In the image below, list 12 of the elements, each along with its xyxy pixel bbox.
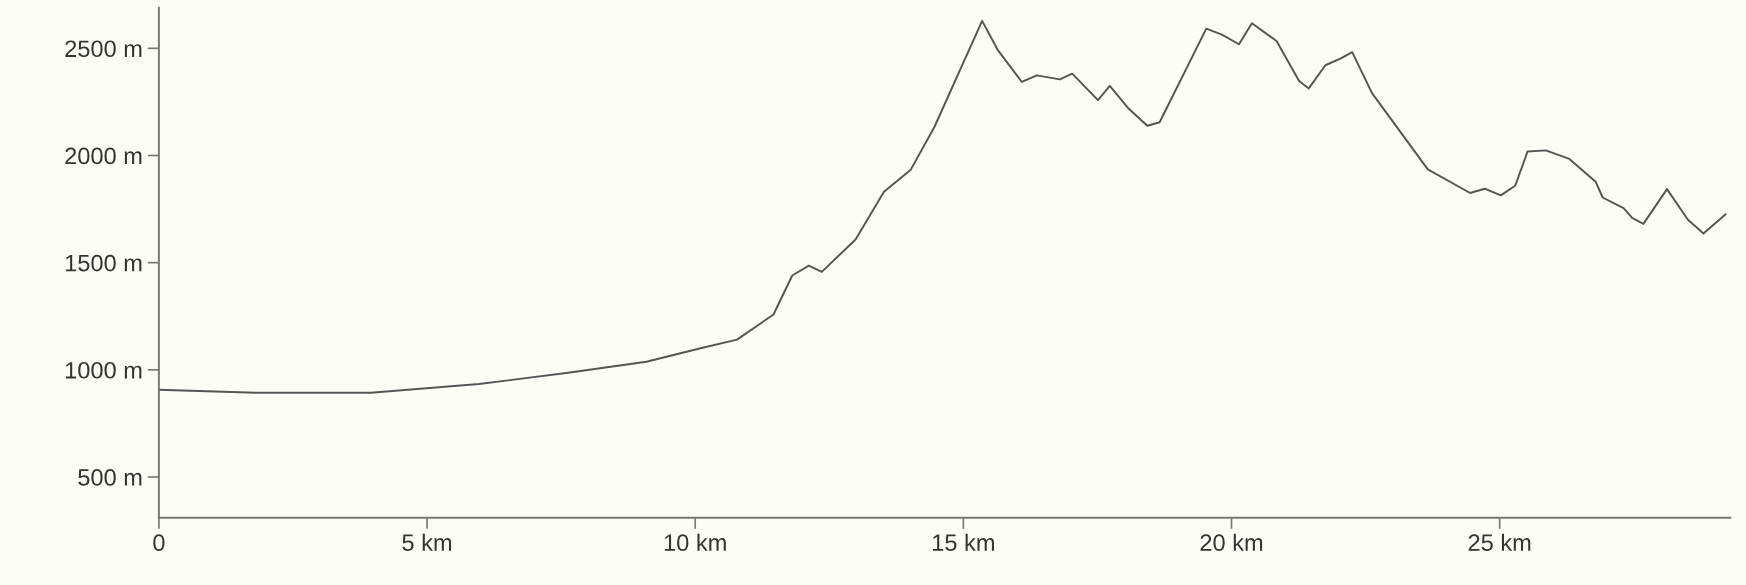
x-tick-label: 15 km <box>933 533 994 552</box>
x-tick-label: 25 km <box>1468 533 1531 552</box>
x-tick-label: 20 km <box>1200 533 1263 552</box>
y-tick-label: 2000 m <box>65 147 142 165</box>
y-tick-label: 1000 m <box>65 361 142 379</box>
line-series <box>158 19 1727 394</box>
x-tick-label: 0 <box>153 534 165 552</box>
x-tick-label: 5 km <box>402 533 452 552</box>
y-tick-label: 1500 m <box>65 254 142 272</box>
x-tick-label: 10 km <box>664 533 726 552</box>
y-tick-label: 2500 m <box>65 40 142 58</box>
y-tick-label: 500 m <box>78 469 142 486</box>
